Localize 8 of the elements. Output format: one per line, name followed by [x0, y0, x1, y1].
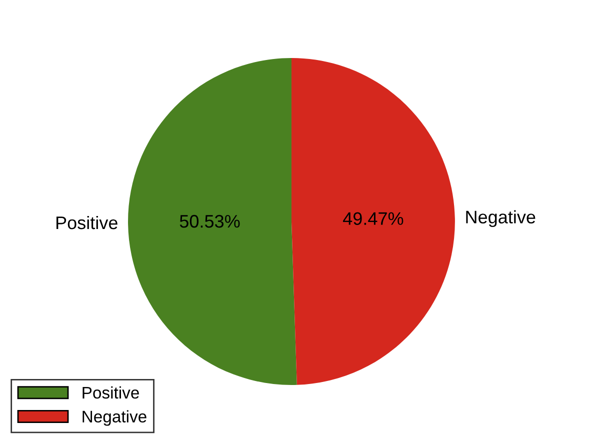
pie-slice [128, 58, 297, 385]
pie-slice [291, 58, 455, 385]
legend-label: Negative [82, 410, 146, 426]
slice-label: Positive [56, 216, 118, 230]
legend-label: Positive [82, 386, 139, 399]
data-label: 49.47% [343, 212, 404, 225]
slice-label: Negative [466, 210, 536, 228]
data-label: 50.53% [180, 214, 240, 228]
